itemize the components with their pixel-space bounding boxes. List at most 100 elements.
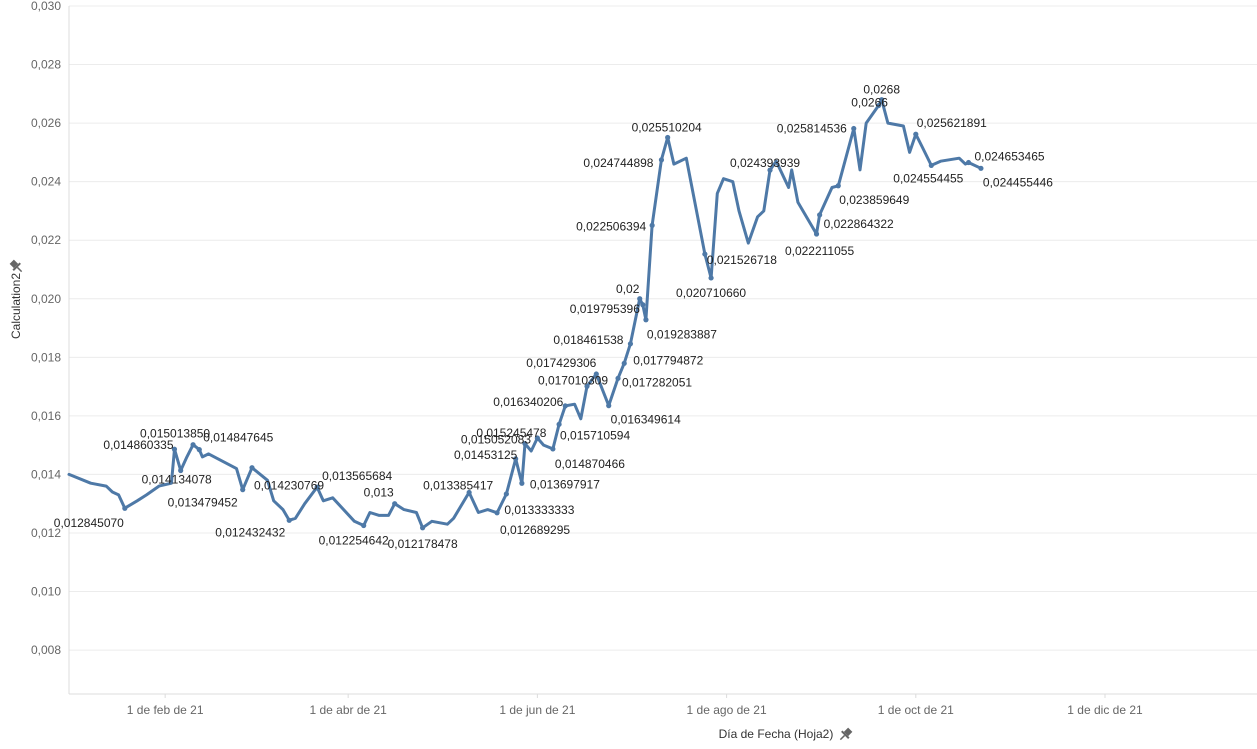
data-point[interactable] xyxy=(627,341,634,347)
data-label: 0,014847645 xyxy=(203,431,273,445)
data-point[interactable] xyxy=(314,484,320,490)
data-point[interactable] xyxy=(606,403,612,409)
data-point[interactable] xyxy=(171,446,178,452)
data-point[interactable] xyxy=(420,525,426,531)
data-point[interactable] xyxy=(584,383,590,389)
y-tick-labels: 0,008 0,010 0,012 0,014 0,016 0,018 0,020 0,022… xyxy=(31,0,61,657)
data-point[interactable] xyxy=(615,375,621,381)
data-point[interactable] xyxy=(503,491,509,497)
data-point[interactable] xyxy=(522,441,528,447)
data-point[interactable] xyxy=(851,125,857,132)
data-label: 0,024455446 xyxy=(983,175,1053,189)
data-point[interactable] xyxy=(767,167,773,173)
data-label: 0,025510204 xyxy=(632,120,702,134)
data-point[interactable] xyxy=(361,522,367,529)
y-tick-label: 0,030 xyxy=(31,0,61,13)
x-tick-labels: 1 de feb de 21 1 de abr de 21 1 de jun de … xyxy=(127,694,1143,717)
x-tick-label: 1 de oct de 21 xyxy=(878,703,954,717)
data-point[interactable] xyxy=(122,505,128,511)
data-label: 0,019283887 xyxy=(647,328,717,342)
data-label: 0,014230769 xyxy=(254,479,324,493)
data-point[interactable] xyxy=(658,157,665,163)
data-point[interactable] xyxy=(178,467,184,474)
x-tick-label: 1 de jun de 21 xyxy=(499,703,575,717)
data-label: 0,015013850 xyxy=(140,427,210,441)
data-label: 0,018461538 xyxy=(553,333,623,347)
data-point[interactable] xyxy=(550,446,556,452)
data-labels: 0,012845070 0,014860335 0,014134078 0,01501… xyxy=(54,83,1054,551)
data-label: 0,017282051 xyxy=(622,375,692,389)
x-axis-pin-icon[interactable] xyxy=(837,726,854,743)
y-axis-title: Calculation2 xyxy=(9,273,23,339)
data-point[interactable] xyxy=(534,435,540,441)
data-point[interactable] xyxy=(913,131,919,137)
data-point[interactable] xyxy=(640,302,646,308)
data-label: 0,015710594 xyxy=(560,428,630,442)
data-point[interactable] xyxy=(835,183,841,189)
data-points xyxy=(122,97,984,531)
y-tick-label: 0,010 xyxy=(31,585,61,599)
data-label: 0,021526718 xyxy=(707,253,777,267)
data-point[interactable] xyxy=(196,447,202,453)
data-point[interactable] xyxy=(249,465,255,471)
data-label: 0,014860335 xyxy=(103,438,173,452)
x-tick-label: 1 de feb de 21 xyxy=(127,703,204,717)
data-label: 0,012845070 xyxy=(54,516,124,530)
y-axis-title-group: Calculation2 xyxy=(8,258,25,339)
data-point[interactable] xyxy=(637,296,643,302)
data-label: 0,015245478 xyxy=(476,426,546,440)
data-label: 0,015052083 xyxy=(461,433,531,447)
data-label: 0,013565684 xyxy=(322,469,392,483)
data-label: 0,012178478 xyxy=(388,537,458,551)
data-point[interactable] xyxy=(556,421,562,427)
y-tick-label: 0,028 xyxy=(31,58,61,72)
data-label: 0,013 xyxy=(364,486,394,500)
data-point[interactable] xyxy=(813,231,820,237)
x-axis-title-group: Día de Fecha (Hoja2) xyxy=(719,726,854,743)
y-axis-pin-icon[interactable] xyxy=(8,258,25,275)
series-line[interactable] xyxy=(67,98,983,530)
data-point[interactable] xyxy=(708,275,714,281)
data-point[interactable] xyxy=(562,403,568,409)
data-label: 0,019795396 xyxy=(570,302,640,316)
y-tick-label: 0,024 xyxy=(31,175,61,189)
x-tick-label: 1 de ago de 21 xyxy=(687,703,767,717)
data-point[interactable] xyxy=(190,442,196,448)
gridlines xyxy=(69,5,1257,651)
y-tick-label: 0,014 xyxy=(31,467,61,481)
data-point[interactable] xyxy=(240,487,246,493)
data-point[interactable] xyxy=(978,165,984,171)
data-point[interactable] xyxy=(879,97,885,103)
y-tick-label: 0,008 xyxy=(31,643,61,657)
data-point[interactable] xyxy=(928,162,934,169)
data-label: 0,023859649 xyxy=(839,193,909,207)
data-label: 0,022211055 xyxy=(785,244,855,258)
data-label: 0,013385417 xyxy=(423,478,493,492)
data-label: 0,022506394 xyxy=(576,219,646,233)
y-tick-label: 0,016 xyxy=(31,409,61,423)
data-label: 0,017010309 xyxy=(538,373,608,387)
data-point[interactable] xyxy=(665,134,671,141)
data-point[interactable] xyxy=(702,251,708,257)
data-point[interactable] xyxy=(649,222,655,228)
data-point[interactable] xyxy=(494,510,500,516)
data-point[interactable] xyxy=(621,360,627,366)
data-label: 0,014870466 xyxy=(555,457,625,471)
data-point[interactable] xyxy=(593,371,599,377)
data-label: 0,014134078 xyxy=(142,473,212,487)
data-point[interactable] xyxy=(466,489,472,496)
data-point[interactable] xyxy=(965,159,972,166)
data-label: 0,012432432 xyxy=(215,525,285,539)
data-point[interactable] xyxy=(875,102,882,109)
data-point[interactable] xyxy=(519,480,525,486)
y-tick-label: 0,020 xyxy=(31,292,61,306)
x-tick-label: 1 de dic de 21 xyxy=(1067,703,1143,717)
x-tick-label: 1 de abr de 21 xyxy=(309,703,387,717)
data-point[interactable] xyxy=(392,501,398,507)
data-label: 0,02 xyxy=(616,282,640,296)
data-point[interactable] xyxy=(286,517,292,523)
data-point[interactable] xyxy=(643,317,649,323)
data-point[interactable] xyxy=(817,212,823,218)
data-point[interactable] xyxy=(513,456,519,462)
